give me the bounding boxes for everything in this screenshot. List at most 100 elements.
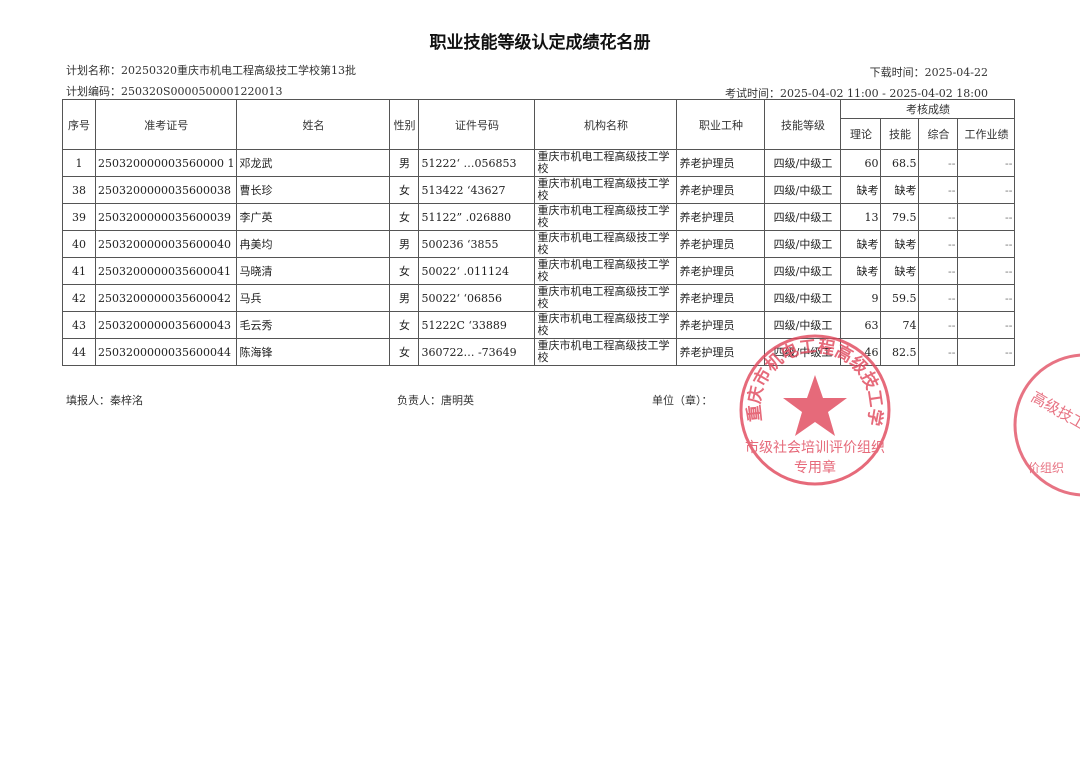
cell-ticket: 2503200000035600039 bbox=[94, 203, 238, 231]
cell-occupation: 养老护理员 bbox=[676, 284, 766, 312]
cell-org: 重庆市机电工程高级技工学校 bbox=[534, 284, 678, 312]
cell-org: 重庆市机电工程高级技工学校 bbox=[534, 338, 678, 366]
cell-seq: 38 bbox=[62, 176, 96, 204]
svg-text:高级技工学校: 高级技工学校 bbox=[1028, 388, 1080, 449]
cell-overall: -- bbox=[918, 230, 959, 258]
score-roster-table: 序号 准考证号 姓名 性别 证件号码 机构名称 职业工种 技能等级 考核成绩 理… bbox=[62, 98, 1016, 366]
seal-inner-text: 市级社会培训评价组织 bbox=[745, 439, 885, 456]
cell-id: 51222‘ …056853 bbox=[418, 149, 536, 177]
cell-overall: -- bbox=[918, 203, 959, 231]
header-gender: 性别 bbox=[389, 99, 420, 150]
cell-id: 513422 ‘43627 bbox=[418, 176, 536, 204]
cell-ticket: 2503200000035600043 bbox=[94, 311, 238, 339]
cell-work: -- bbox=[957, 230, 1016, 258]
cell-id: 50022‘ .011124 bbox=[418, 257, 536, 285]
cell-occupation: 养老护理员 bbox=[676, 338, 766, 366]
cell-org: 重庆市机电工程高级技工学校 bbox=[534, 149, 678, 177]
cell-gender: 女 bbox=[389, 203, 420, 231]
seal-bottom-text: 专用章 bbox=[794, 459, 836, 476]
header-name: 姓名 bbox=[236, 99, 391, 150]
table-row: 43 2503200000035600043 毛云秀女 51222C ‘33889 重庆… bbox=[62, 311, 1016, 339]
cell-gender: 男 bbox=[389, 230, 420, 258]
cell-theory: 缺考 bbox=[840, 257, 882, 285]
cell-gender: 女 bbox=[389, 176, 420, 204]
cell-overall: -- bbox=[918, 149, 959, 177]
cell-name: 毛云秀 bbox=[236, 311, 391, 339]
cell-ticket: 2503200000035600040 bbox=[94, 230, 238, 258]
exam-time: 考试时间：2025-04-02 11:00 - 2025-04-02 18:00 bbox=[725, 87, 988, 100]
cell-skill: 68.5 bbox=[880, 149, 920, 177]
cell-ticket: 2503200000035600041 bbox=[94, 257, 238, 285]
svg-text:价组织: 价组织 bbox=[1028, 461, 1064, 475]
cell-seq: 44 bbox=[62, 338, 96, 366]
cell-skill: 缺考 bbox=[880, 257, 920, 285]
cell-level: 四级/中级工 bbox=[764, 311, 842, 339]
cell-id: 51122” .026880 bbox=[418, 203, 536, 231]
header-occupation: 职业工种 bbox=[676, 99, 766, 150]
cell-skill: 79.5 bbox=[880, 203, 920, 231]
cell-seq: 1 bbox=[62, 149, 96, 177]
cell-theory: 9 bbox=[840, 284, 882, 312]
cell-occupation: 养老护理员 bbox=[676, 257, 766, 285]
star-icon bbox=[783, 375, 847, 436]
cell-theory: 缺考 bbox=[840, 176, 882, 204]
cell-work: -- bbox=[957, 203, 1016, 231]
cell-ticket: 250320000003560000 1 bbox=[94, 149, 238, 177]
plan-name: 计划名称：20250320重庆市机电工程高级技工学校第13批 bbox=[66, 64, 356, 77]
cell-skill: 74 bbox=[880, 311, 920, 339]
cell-id: 51222C ‘33889 bbox=[418, 311, 536, 339]
cell-theory: 13 bbox=[840, 203, 882, 231]
cell-occupation: 养老护理员 bbox=[676, 149, 766, 177]
cell-seq: 39 bbox=[62, 203, 96, 231]
cell-name: 李广英 bbox=[236, 203, 391, 231]
partial-seal: 高级技工学校 价组织 bbox=[1013, 353, 1080, 497]
table-row: 40 2503200000035600040 冉美均男 500236 ‘3855 重庆市… bbox=[62, 230, 1016, 258]
cell-gender: 女 bbox=[389, 311, 420, 339]
cell-name: 马晓清 bbox=[236, 257, 391, 285]
cell-work: -- bbox=[957, 149, 1016, 177]
table-row: 39 2503200000035600039 李广英女 51122” .026880 重… bbox=[62, 203, 1016, 231]
cell-name: 曹长珍 bbox=[236, 176, 391, 204]
table-row: 44 2503200000035600044 陈海锋女 360722… ‑73649 重… bbox=[62, 338, 1016, 366]
cell-level: 四级/中级工 bbox=[764, 284, 842, 312]
cell-level: 四级/中级工 bbox=[764, 203, 842, 231]
cell-id: 50022‘ ‘06856 bbox=[418, 284, 536, 312]
cell-gender: 男 bbox=[389, 284, 420, 312]
cell-level: 四级/中级工 bbox=[764, 257, 842, 285]
cell-ticket: 2503200000035600042 bbox=[94, 284, 238, 312]
cell-seq: 40 bbox=[62, 230, 96, 258]
cell-level: 四级/中级工 bbox=[764, 176, 842, 204]
cell-name: 冉美均 bbox=[236, 230, 391, 258]
cell-seq: 43 bbox=[62, 311, 96, 339]
official-seal: 重庆市机电工程高级技工学校 市级社会培训评价组织 专用章 bbox=[735, 330, 891, 486]
cell-work: -- bbox=[957, 257, 1016, 285]
cell-skill: 59.5 bbox=[880, 284, 920, 312]
table-row: 42 2503200000035600042 马兵男 50022‘ ‘06856 重庆市… bbox=[62, 284, 1016, 312]
cell-overall: -- bbox=[918, 338, 959, 366]
cell-work: -- bbox=[957, 284, 1016, 312]
cell-name: 陈海锋 bbox=[236, 338, 391, 366]
header-theory: 理论 bbox=[840, 118, 882, 150]
cell-level: 四级/中级工 bbox=[764, 230, 842, 258]
cell-org: 重庆市机电工程高级技工学校 bbox=[534, 257, 678, 285]
cell-level: 四级/中级工 bbox=[764, 149, 842, 177]
header-work: 工作业绩 bbox=[957, 118, 1016, 150]
cell-overall: -- bbox=[918, 284, 959, 312]
cell-id: 360722… ‑73649 bbox=[418, 338, 536, 366]
cell-theory: 缺考 bbox=[840, 230, 882, 258]
cell-overall: -- bbox=[918, 311, 959, 339]
cell-occupation: 养老护理员 bbox=[676, 230, 766, 258]
cell-seq: 42 bbox=[62, 284, 96, 312]
cell-name: 邓龙武 bbox=[236, 149, 391, 177]
cell-level: 四级/中级工 bbox=[764, 338, 842, 366]
header-overall: 综合 bbox=[918, 118, 959, 150]
cell-occupation: 养老护理员 bbox=[676, 311, 766, 339]
cell-gender: 男 bbox=[389, 149, 420, 177]
cell-skill: 缺考 bbox=[880, 176, 920, 204]
unit-seal-label: 单位（章）： bbox=[652, 394, 713, 407]
cell-gender: 女 bbox=[389, 338, 420, 366]
download-time: 下载时间：2025-04-22 bbox=[869, 66, 988, 79]
cell-id: 500236 ‘3855 bbox=[418, 230, 536, 258]
cell-work: -- bbox=[957, 176, 1016, 204]
cell-org: 重庆市机电工程高级技工学校 bbox=[534, 176, 678, 204]
